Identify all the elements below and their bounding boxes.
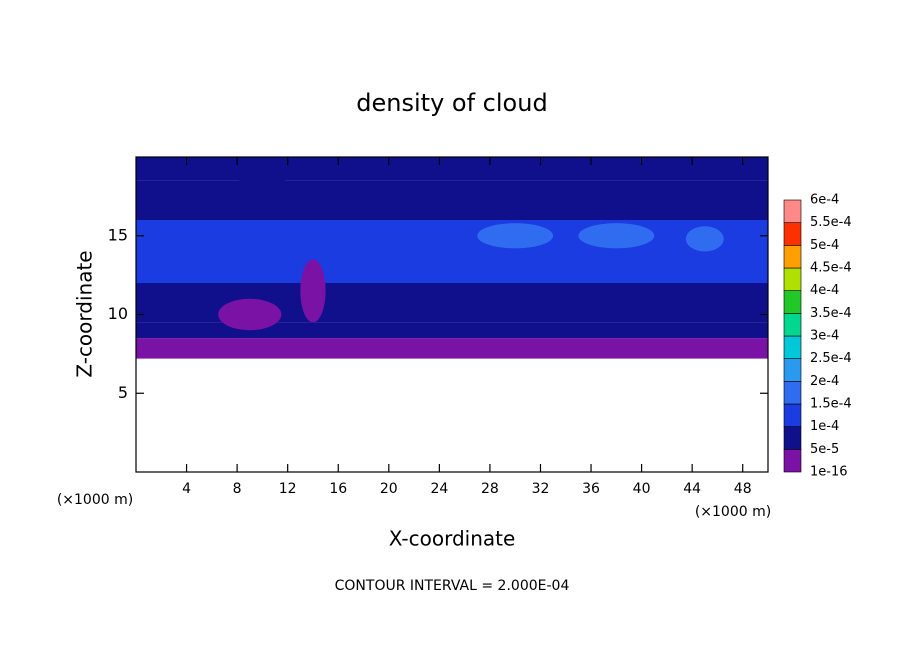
- colorbar-label: 3.5e-4: [810, 306, 852, 321]
- colorbar-label: 5.5e-4: [810, 215, 852, 230]
- x-tick-label: 12: [279, 481, 297, 497]
- contour-band: [136, 220, 768, 283]
- colorbar-label: 6e-4: [810, 193, 839, 208]
- colorbar-segment: [783, 222, 802, 246]
- colorbar-segment: [783, 245, 802, 269]
- colorbar-segment: [783, 403, 802, 427]
- contour-patch: [300, 259, 326, 323]
- colorbar-segment: [783, 426, 802, 450]
- y-tick-label: 5: [118, 383, 128, 402]
- x-tick-label: 24: [430, 481, 448, 497]
- x-tick-label: 28: [481, 481, 499, 497]
- colorbar-label: 1.5e-4: [810, 397, 852, 412]
- colorbar-segment: [783, 267, 802, 291]
- x-tick-label: 36: [582, 481, 600, 497]
- x-tick-label: 16: [329, 481, 347, 497]
- contour-patch: [477, 223, 554, 249]
- contour-patch: [578, 223, 655, 249]
- colorbar-segment: [783, 449, 802, 473]
- x-tick-label: 48: [734, 481, 752, 497]
- x-unit: (×1000 m): [57, 492, 133, 508]
- colorbar-segment: [783, 313, 802, 337]
- colorbar-label: 1e-4: [810, 419, 839, 434]
- colorbar-segment: [783, 290, 802, 314]
- colorbar-segment: [783, 199, 802, 223]
- x-tick-label: 40: [633, 481, 651, 497]
- x-tick-label: 44: [683, 481, 701, 497]
- contour-patch: [237, 169, 288, 208]
- contour-patch: [218, 298, 282, 331]
- x-axis-label: X-coordinate: [389, 527, 516, 551]
- chart-title: density of cloud: [356, 89, 547, 117]
- contour-band: [136, 180, 768, 220]
- colorbar-segment: [783, 335, 802, 359]
- colorbar-segment: [783, 358, 802, 382]
- colorbar-label: 3e-4: [810, 329, 839, 344]
- colorbar-label: 2e-4: [810, 374, 839, 389]
- colorbar-label: 4e-4: [810, 283, 839, 298]
- contour-band: [136, 157, 768, 181]
- colorbar-label: 5e-4: [810, 238, 839, 253]
- x-tick-label: 8: [233, 481, 242, 497]
- x-tick-label: 4: [182, 481, 191, 497]
- colorbar-segment: [783, 381, 802, 405]
- contour-patch: [685, 226, 724, 252]
- y-tick-label: 15: [108, 225, 128, 244]
- contour-band: [136, 322, 768, 339]
- x-tick-label: 20: [380, 481, 398, 497]
- colorbar-label: 4.5e-4: [810, 261, 852, 276]
- y-tick-label: 10: [108, 304, 128, 323]
- contour-band: [136, 338, 768, 359]
- colorbar-label: 1e-16: [810, 465, 848, 480]
- x-tick-label: 32: [532, 481, 550, 497]
- colorbar-label: 5e-5: [810, 442, 839, 457]
- colorbar-label: 2.5e-4: [810, 351, 852, 366]
- y-axis-label: Z-coordinate: [73, 250, 97, 377]
- annotation: CONTOUR INTERVAL = 2.000E-04: [335, 578, 570, 594]
- x-unit: (×1000 m): [695, 504, 771, 520]
